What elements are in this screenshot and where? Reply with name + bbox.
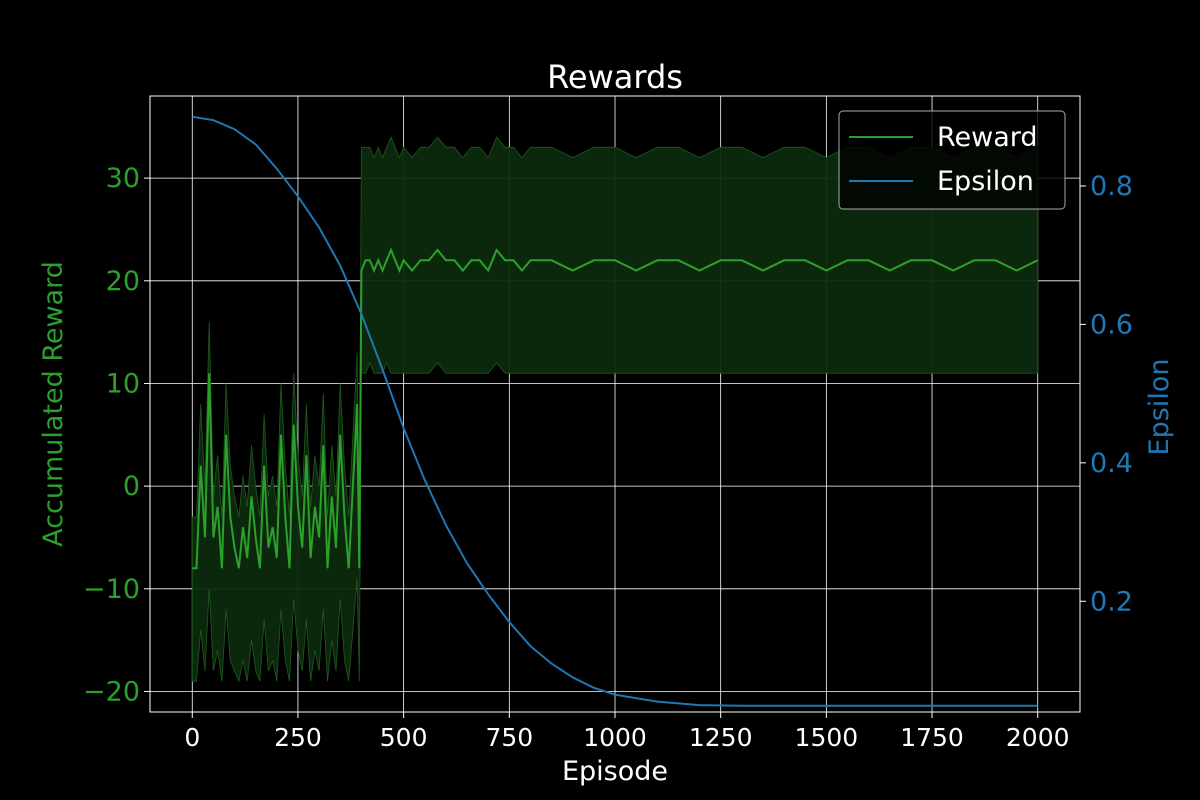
x-tick-label: 250 [274,723,322,752]
legend: Reward Epsilon [838,110,1066,210]
y-left-tick-label: 20 [106,266,140,297]
y-left-axis-label: Accumulated Reward [38,261,69,547]
x-axis-ticks: 0 250 500 750 1000 1250 1500 1750 2000 [184,712,1070,752]
chart-title: Rewards [547,58,683,96]
legend-epsilon-label: Epsilon [937,166,1034,197]
y-right-tick-label: 0.6 [1090,309,1133,340]
y-left-tick-label: 10 [106,368,140,399]
reward-band-layer [191,136,1039,683]
y-left-axis-ticks: −20 −10 0 10 20 30 [83,163,150,707]
x-tick-label: 1500 [795,723,859,752]
y-right-axis-label: Epsilon [1144,359,1175,456]
x-tick-label: 500 [380,723,428,752]
x-tick-label: 1750 [900,723,964,752]
y-right-tick-label: 0.2 [1090,586,1133,617]
y-left-tick-label: −20 [83,676,140,707]
x-tick-label: 1000 [583,723,647,752]
x-tick-label: 750 [485,723,533,752]
reward-band [191,136,1039,683]
y-left-tick-label: 0 [123,471,140,502]
x-tick-label: 2000 [1006,723,1070,752]
x-tick-label: 0 [184,723,200,752]
y-right-tick-label: 0.8 [1090,171,1133,202]
legend-reward-label: Reward [937,122,1038,153]
y-left-tick-label: −10 [83,574,140,605]
series-lines [192,115,1039,707]
reward-line [192,247,1039,570]
legend-box [838,110,1066,210]
y-left-tick-label: 30 [106,163,140,194]
y-right-axis-ticks: 0.2 0.4 0.6 0.8 [1080,171,1133,617]
x-axis-label: Episode [562,756,668,787]
x-tick-label: 1250 [689,723,753,752]
epsilon-line [192,115,1038,707]
y-right-tick-label: 0.4 [1090,448,1133,479]
